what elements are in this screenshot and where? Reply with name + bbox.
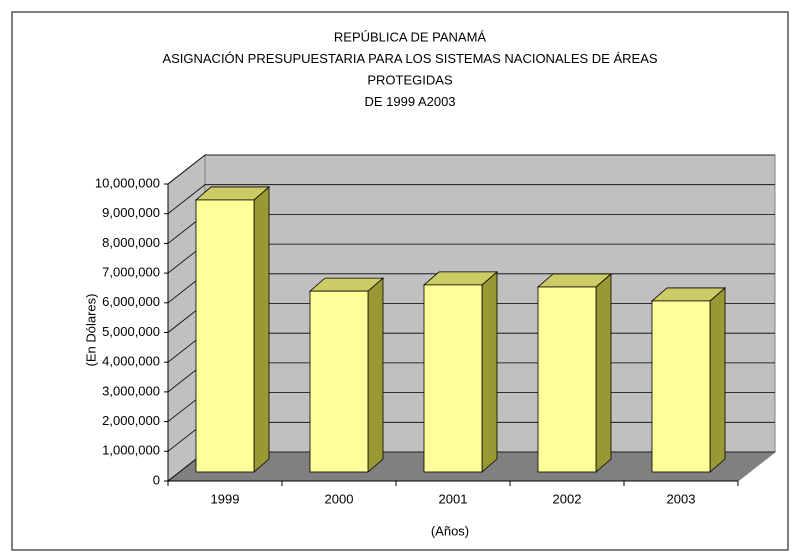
y-tick-label: 10,000,000	[95, 175, 160, 190]
y-tick-label: 0	[153, 472, 160, 487]
bar-front	[309, 290, 369, 473]
x-tick-label: 2000	[325, 491, 354, 506]
x-axis-title: (Años)	[431, 523, 469, 538]
bar-front	[423, 284, 483, 473]
bar	[536, 273, 613, 473]
title-line: ASIGNACIÓN PRESUPUESTARIA PARA LOS SISTE…	[162, 51, 657, 66]
y-tick-label: 9,000,000	[102, 205, 160, 220]
y-tick-label: 3,000,000	[102, 383, 160, 398]
chart-title: REPÚBLICA DE PANAMÁ ASIGNACIÓN PRESUPUEST…	[162, 29, 657, 109]
bar-side	[253, 186, 270, 473]
x-tick-label: 2001	[439, 491, 468, 506]
y-axis-title: (En Dólares)	[83, 294, 98, 367]
grid-line	[167, 154, 775, 185]
y-tick-label: 6,000,000	[102, 294, 160, 309]
y-tick-label: 1,000,000	[102, 443, 160, 458]
title-line: REPÚBLICA DE PANAMÁ	[334, 29, 487, 44]
bar-front	[651, 300, 711, 473]
x-tick-label: 2002	[553, 491, 582, 506]
bar-side	[367, 277, 384, 473]
bar	[194, 186, 271, 473]
title-line: PROTEGIDAS	[367, 72, 453, 87]
grid-line	[167, 184, 775, 215]
x-tick-label: 1999	[211, 491, 240, 506]
x-tick-label: 2003	[667, 491, 696, 506]
bar	[650, 287, 727, 473]
y-tick-label: 8,000,000	[102, 235, 160, 250]
bar-front	[537, 286, 597, 473]
bar	[422, 271, 499, 473]
bar-front	[195, 199, 255, 473]
y-tick-label: 5,000,000	[102, 324, 160, 339]
bar-side	[481, 271, 498, 473]
y-tick-label: 7,000,000	[102, 265, 160, 280]
bar-side	[709, 287, 726, 473]
bar-side	[595, 273, 612, 473]
bar	[308, 277, 385, 473]
y-tick-label: 2,000,000	[102, 413, 160, 428]
title-line: DE 1999 A2003	[364, 94, 455, 109]
y-tick-label: 4,000,000	[102, 354, 160, 369]
